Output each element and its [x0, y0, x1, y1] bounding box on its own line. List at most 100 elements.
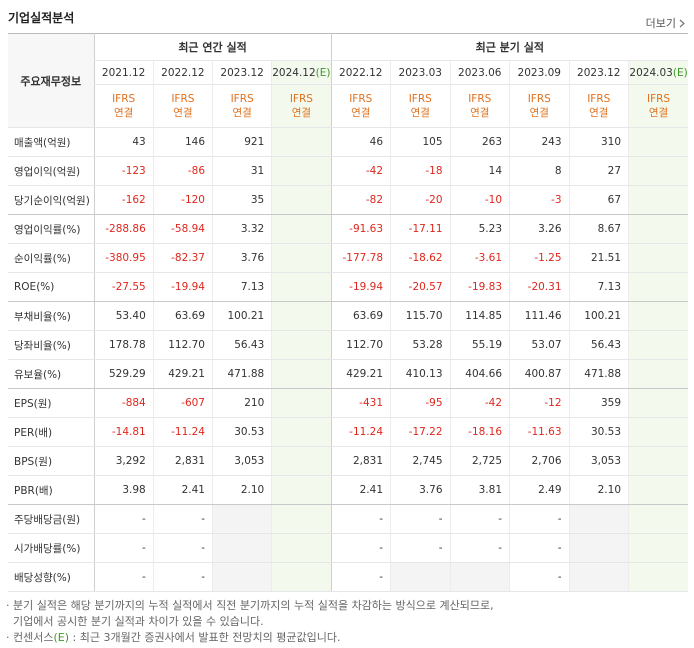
scope-text: 연결	[648, 107, 669, 119]
value-cell: 53.40	[93, 301, 154, 331]
row-label: 시가배당률(%)	[8, 533, 94, 563]
value-cell: -42	[330, 156, 391, 186]
value-cell: -19.83	[449, 272, 510, 302]
value-cell: 30.53	[568, 417, 629, 447]
row-label: PBR(배)	[8, 475, 94, 505]
row-label: 영업이익률(%)	[8, 214, 94, 244]
column-date: 2021.12	[93, 60, 154, 85]
empty-cell	[271, 562, 332, 592]
column-basis: IFRS 연결	[330, 84, 391, 128]
value-cell: -288.86	[93, 214, 154, 244]
empty-cell	[628, 533, 689, 563]
empty-cell	[211, 533, 272, 563]
note-text: 분기 실적은 해당 분기까지의 누적 실적에서 직전 분기까지의 누적 실적을 …	[13, 599, 494, 612]
value-cell: 55.19	[449, 330, 510, 360]
value-cell: -86	[152, 156, 213, 186]
empty-cell	[271, 243, 332, 273]
value-cell: -	[152, 533, 213, 563]
value-cell: -177.78	[330, 243, 391, 273]
value-cell: -19.94	[152, 272, 213, 302]
value-cell: -42	[449, 388, 510, 418]
basis-row: IFRS 연결 IFRS 연결 IFRS 연결 IFRS 연결 IFRS 연결 IFRS 연결 IFRS…	[8, 84, 689, 128]
basis-text: IFRS	[230, 93, 254, 105]
value-cell: -	[509, 533, 570, 563]
value-cell: -20	[390, 185, 451, 215]
value-cell: 310	[568, 127, 629, 157]
value-cell: 8	[509, 156, 570, 186]
empty-cell	[628, 562, 689, 592]
column-basis: IFRS 연결	[271, 84, 332, 128]
data-row: 배당성향(%) - - - -	[8, 562, 689, 592]
date-text: 2023.12	[577, 66, 621, 79]
date-text: 2023.06	[458, 66, 502, 79]
value-cell: -	[330, 504, 391, 534]
value-cell: -431	[330, 388, 391, 418]
scope-text: 연결	[291, 107, 312, 119]
data-row: PBR(배) 3.98 2.41 2.10 2.41 3.76 3.81 2.49 2.10	[8, 475, 689, 505]
data-row: PER(배) -14.81 -11.24 30.53 -11.24 -17.22 -18.1…	[8, 417, 689, 447]
value-cell: -17.22	[390, 417, 451, 447]
value-cell: 400.87	[509, 359, 570, 389]
value-cell: -12	[509, 388, 570, 418]
value-cell: 112.70	[152, 330, 213, 360]
group-header: 최근 연간 실적	[93, 33, 332, 61]
scope-text: 연결	[113, 107, 134, 119]
more-arrow[interactable]	[678, 19, 686, 28]
value-cell: 14	[449, 156, 510, 186]
data-row: 영업이익(억원) -123 -86 31 -42 -18 14 8 27	[8, 156, 689, 186]
empty-cell	[628, 388, 689, 418]
value-cell: 114.85	[449, 301, 510, 331]
value-cell: 53.28	[390, 330, 451, 360]
empty-cell	[628, 127, 689, 157]
value-cell: 56.43	[211, 330, 272, 360]
row-label: BPS(원)	[8, 446, 94, 476]
value-cell: -1.25	[509, 243, 570, 273]
value-cell: 8.67	[568, 214, 629, 244]
row-label: ROE(%)	[8, 272, 94, 302]
value-cell: 471.88	[211, 359, 272, 389]
column-basis: IFRS 연결	[152, 84, 213, 128]
empty-cell	[628, 185, 689, 215]
basis-text: IFRS	[349, 93, 373, 105]
value-cell: 2,725	[449, 446, 510, 476]
date-text: 2022.12	[161, 66, 205, 79]
basis-text: IFRS	[527, 93, 551, 105]
value-cell: -18.62	[390, 243, 451, 273]
empty-cell	[271, 185, 332, 215]
value-cell: 2,831	[152, 446, 213, 476]
value-cell: 2,831	[330, 446, 391, 476]
value-cell: -607	[152, 388, 213, 418]
value-cell: 410.13	[390, 359, 451, 389]
column-date: 2023.12	[211, 60, 272, 85]
data-row: 매출액(억원) 43 146 921 46 105 263 243 310	[8, 127, 689, 157]
column-date: 2023.12	[568, 60, 629, 85]
empty-cell	[271, 156, 332, 186]
empty-cell	[390, 562, 451, 592]
value-cell: 359	[568, 388, 629, 418]
value-cell: 7.13	[568, 272, 629, 302]
note-line: · 분기 실적은 해당 분기까지의 누적 실적에서 직전 분기까지의 누적 실적…	[6, 598, 494, 614]
more-link[interactable]: 더보기	[646, 15, 686, 31]
data-row: 유보율(%) 529.29 429.21 471.88 429.21 410.13 404.…	[8, 359, 689, 389]
value-cell: 2.10	[568, 475, 629, 505]
financial-table: 주요재무정보 최근 연간 실적 최근 분기 실적 2021.12 2022.12 2023…	[8, 33, 689, 592]
scope-text: 연결	[529, 107, 549, 119]
date-text: 2021.12	[101, 66, 146, 79]
scope-text: 연결	[410, 107, 430, 119]
value-cell: 263	[449, 127, 510, 157]
empty-cell	[568, 533, 629, 563]
row-label: 주당배당금(원)	[8, 504, 94, 534]
empty-cell	[628, 214, 689, 244]
column-date: 2022.12	[152, 60, 213, 85]
empty-cell	[628, 156, 689, 186]
more-text[interactable]: 더보기	[645, 17, 676, 30]
section-title: 기업실적분석	[8, 11, 75, 25]
empty-cell	[211, 504, 272, 534]
value-cell: -123	[93, 156, 154, 186]
column-basis: IFRS 연결	[93, 84, 154, 128]
value-cell: -	[449, 504, 510, 534]
empty-cell	[568, 504, 629, 534]
empty-cell	[271, 359, 332, 389]
value-cell: 471.88	[568, 359, 629, 389]
value-cell: -	[152, 562, 213, 592]
